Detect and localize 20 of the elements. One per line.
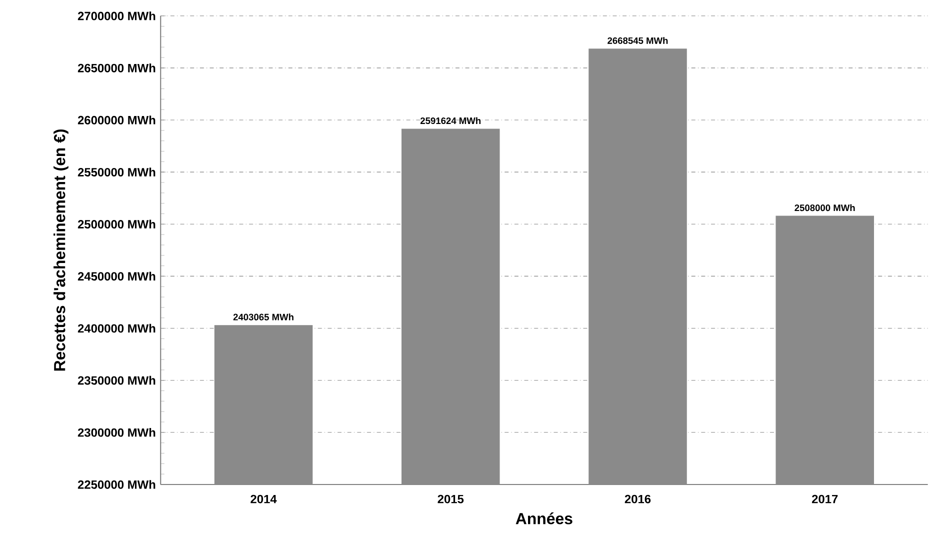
- y-tick-label: 2650000 MWh: [78, 64, 156, 72]
- y-tick-label: 2400000 MWh: [78, 324, 156, 333]
- y-tick-label: 2700000 MWh: [78, 12, 156, 20]
- x-axis-title: Années: [516, 512, 572, 524]
- x-tick-label: 2015: [438, 494, 464, 504]
- x-tick-label: 2017: [812, 494, 838, 504]
- y-tick-label: 2600000 MWh: [78, 116, 156, 124]
- y-tick-label: 2300000 MWh: [78, 428, 156, 437]
- data-label: 2508000 MWh: [794, 204, 855, 212]
- data-label: 2591624 MWh: [420, 117, 481, 124]
- data-label: 2403065 MWh: [233, 314, 294, 320]
- y-tick-label: 2450000 MWh: [78, 272, 156, 281]
- y-tick-label: 2550000 MWh: [78, 168, 156, 177]
- y-axis-title: Recettes d'acheminement (en €): [54, 130, 68, 371]
- x-tick-label: 2014: [250, 494, 277, 504]
- data-label: 2668545 MWh: [608, 37, 668, 44]
- y-tick-label: 2500000 MWh: [78, 220, 156, 229]
- y-tick-label: 2250000 MWh: [78, 480, 156, 489]
- x-tick-label: 2016: [624, 494, 651, 504]
- y-tick-label: 2350000 MWh: [78, 376, 156, 385]
